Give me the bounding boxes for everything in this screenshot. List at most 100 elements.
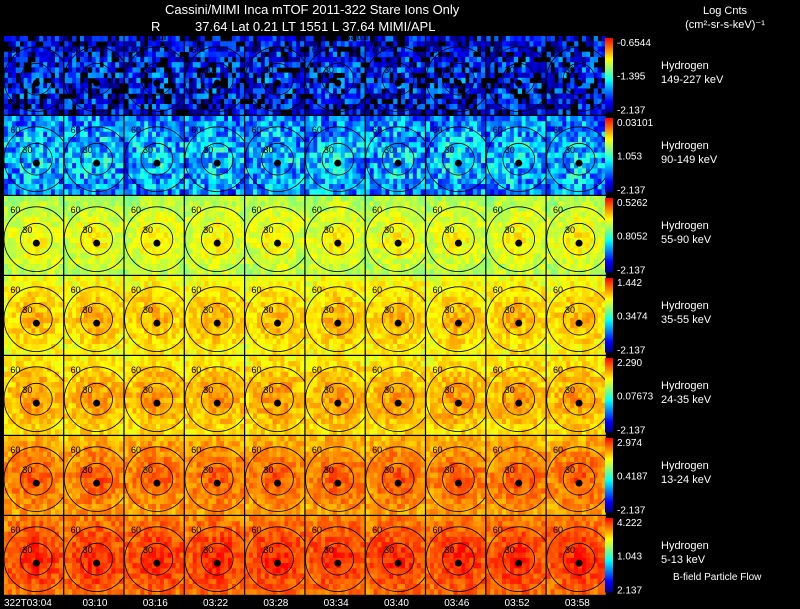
contour-label-60: 60 bbox=[252, 445, 262, 455]
contour-label-60: 60 bbox=[553, 205, 563, 215]
contour-label-30: 30 bbox=[505, 65, 515, 75]
contour-label-60: 60 bbox=[432, 285, 442, 295]
contour-label-30: 30 bbox=[264, 145, 274, 155]
contour-label-30: 30 bbox=[384, 465, 394, 475]
contour-label-30: 30 bbox=[324, 305, 334, 315]
contour-label-30: 30 bbox=[324, 385, 334, 395]
contour-label-60: 60 bbox=[10, 285, 20, 295]
contour-label-30: 30 bbox=[83, 65, 93, 75]
contour-label-60: 60 bbox=[131, 285, 141, 295]
contour-label-30: 30 bbox=[505, 385, 515, 395]
contour-label-60: 60 bbox=[71, 125, 81, 135]
contour-label-60: 60 bbox=[131, 365, 141, 375]
contour-label-60: 60 bbox=[553, 525, 563, 535]
contour-label-60: 60 bbox=[191, 285, 201, 295]
contour-label-60: 60 bbox=[191, 365, 201, 375]
contour-label-60: 60 bbox=[493, 365, 503, 375]
contour-label-60: 60 bbox=[10, 365, 20, 375]
colorbar-min-label: -2.137 bbox=[617, 186, 646, 197]
contour-label-60: 60 bbox=[493, 45, 503, 55]
contour-label-60: 60 bbox=[252, 45, 262, 55]
contour-label-60: 60 bbox=[432, 525, 442, 535]
contour-label-30: 30 bbox=[565, 305, 575, 315]
colorbar-mid-label: 0.4187 bbox=[617, 471, 648, 482]
colorbar-min-label: -2.137 bbox=[617, 266, 646, 277]
contour-label-30: 30 bbox=[264, 465, 274, 475]
contour-label-60: 60 bbox=[191, 445, 201, 455]
contour-label-60: 60 bbox=[252, 285, 262, 295]
contour-label-30: 30 bbox=[565, 225, 575, 235]
contour-label-30: 30 bbox=[565, 545, 575, 555]
contour-label-30: 30 bbox=[203, 465, 213, 475]
contour-label-60: 60 bbox=[372, 125, 382, 135]
contour-label-30: 30 bbox=[505, 305, 515, 315]
colorbar-max-label: 0.03101 bbox=[617, 118, 654, 129]
contour-label-60: 60 bbox=[131, 525, 141, 535]
contour-label-30: 30 bbox=[384, 385, 394, 395]
contour-label-30: 30 bbox=[203, 305, 213, 315]
contour-label-60: 60 bbox=[252, 365, 262, 375]
contour-label-30: 30 bbox=[203, 65, 213, 75]
contour-label-30: 30 bbox=[324, 225, 334, 235]
contour-label-60: 60 bbox=[432, 445, 442, 455]
contour-label-30: 30 bbox=[22, 545, 32, 555]
colorbar-max-label: -0.6544 bbox=[617, 38, 651, 49]
colorbar-max-label: 2.290 bbox=[617, 358, 642, 369]
contour-label-30: 30 bbox=[565, 65, 575, 75]
colorbar bbox=[605, 358, 613, 433]
energy-label: 149-227 keV bbox=[661, 74, 724, 86]
contour-label-30: 30 bbox=[444, 385, 454, 395]
contour-label-30: 30 bbox=[565, 145, 575, 155]
contour-label-30: 30 bbox=[444, 305, 454, 315]
contour-label-30: 30 bbox=[143, 145, 153, 155]
units-formula: (cm²-sr-s-keV)⁻¹ bbox=[685, 19, 765, 31]
overlay-label-satur: satur bbox=[143, 31, 168, 43]
contour-label-30: 30 bbox=[143, 545, 153, 555]
contour-label-60: 60 bbox=[191, 45, 201, 55]
contour-label-30: 30 bbox=[203, 545, 213, 555]
energy-label: 5-13 keV bbox=[661, 554, 706, 566]
colorbar-max-label: 0.5262 bbox=[617, 198, 648, 209]
contour-label-30: 30 bbox=[22, 65, 32, 75]
contour-label-60: 60 bbox=[312, 525, 322, 535]
figure-title: Cassini/MIMI Inca mTOF 2011-322 Stare Io… bbox=[165, 2, 460, 17]
contour-label-30: 30 bbox=[324, 465, 334, 475]
contour-label-30: 30 bbox=[143, 65, 153, 75]
contour-label-60: 60 bbox=[372, 285, 382, 295]
contour-label-30: 30 bbox=[203, 385, 213, 395]
contour-label-30: 30 bbox=[22, 305, 32, 315]
figure-header: Cassini/MIMI Inca mTOF 2011-322 Stare Io… bbox=[0, 0, 800, 40]
contour-label-60: 60 bbox=[372, 45, 382, 55]
contour-label-30: 30 bbox=[505, 145, 515, 155]
colorbar-max-label: 2.974 bbox=[617, 438, 642, 449]
contour-label-30: 30 bbox=[83, 225, 93, 235]
colorbar-mid-label: 1.053 bbox=[617, 151, 642, 162]
contour-label-60: 60 bbox=[191, 205, 201, 215]
contour-label-60: 60 bbox=[432, 125, 442, 135]
contour-label-60: 60 bbox=[71, 525, 81, 535]
species-label: Hydrogen bbox=[661, 540, 709, 552]
